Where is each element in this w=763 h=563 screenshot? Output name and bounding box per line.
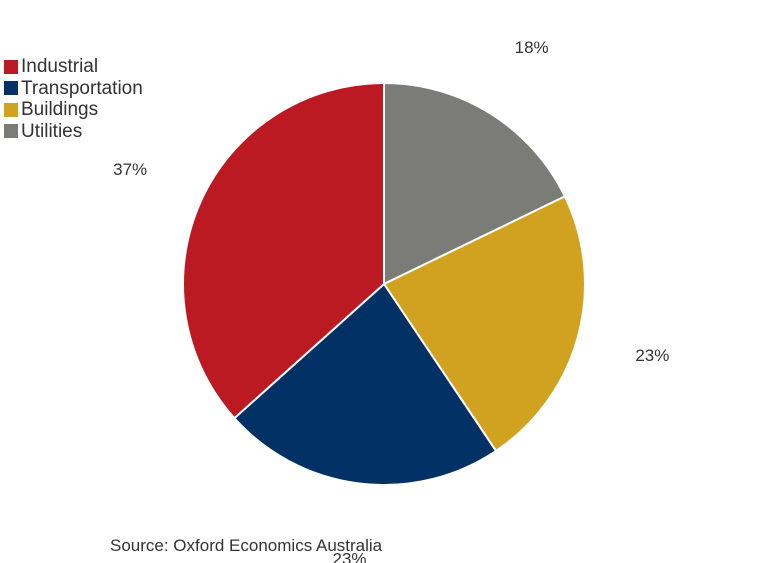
legend-swatch (4, 102, 18, 117)
legend-item-utilities: Utilities (4, 121, 143, 143)
legend-item-transportation: Transportation (4, 78, 143, 100)
legend-item-buildings: Buildings (4, 99, 143, 121)
legend-label: Industrial (21, 56, 99, 78)
pie-slice-industrial (182, 81, 385, 420)
data-label-buildings: 23% (635, 346, 669, 365)
pie-data-labels: 18% 23% 23% 37% (113, 38, 669, 563)
legend-label: Transportation (21, 77, 143, 99)
pie-slice-utilities (383, 81, 567, 286)
legend-swatch (4, 124, 18, 139)
legend: Industrial Transportation Buildings Utiliti… (4, 56, 143, 142)
legend-swatch (4, 59, 18, 74)
pie-slice-buildings (382, 195, 586, 453)
data-label-utilities: 18% (515, 38, 549, 57)
legend-item-industrial: Industrial (4, 56, 143, 78)
source-note: Source: Oxford Economics Australia (110, 536, 383, 555)
legend-label: Utilities (21, 120, 83, 142)
data-label-transportation: 23% (332, 549, 366, 563)
data-label-industrial: 37% (113, 160, 147, 179)
pie-slice-transportation (232, 282, 498, 486)
pie-slices (182, 81, 586, 486)
legend-label: Buildings (21, 99, 99, 121)
legend-swatch (4, 81, 18, 96)
